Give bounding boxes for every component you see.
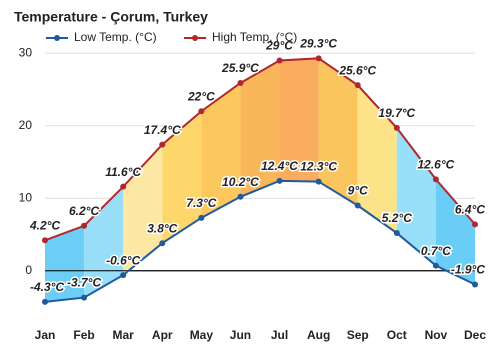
temperature-band <box>357 85 397 234</box>
legend-marker <box>192 35 198 41</box>
data-label: 12.3°C <box>300 160 337 174</box>
data-label: 7.3°C <box>186 196 216 210</box>
y-tick-label: 0 <box>25 263 32 277</box>
series-line <box>44 179 476 303</box>
temperature-band <box>45 225 85 302</box>
data-label: 29°C <box>265 39 293 53</box>
temperature-band <box>318 58 358 206</box>
temperature-band <box>240 60 280 197</box>
data-label: 6.4°C <box>455 203 485 217</box>
data-point <box>276 177 283 184</box>
data-point <box>315 178 322 185</box>
data-point <box>393 230 400 237</box>
data-label: -0.6°C <box>106 253 140 267</box>
x-tick-label: Apr <box>152 328 173 342</box>
data-label: 4.2°C <box>29 218 60 232</box>
data-point <box>432 262 439 269</box>
data-point <box>472 221 478 228</box>
data-label: -3.7°C <box>67 276 101 290</box>
x-tick-label: Dec <box>464 328 486 342</box>
x-tick-label: Jul <box>271 328 288 342</box>
temperature-band <box>435 179 475 285</box>
data-label: 3.8°C <box>147 221 177 235</box>
data-label: 17.4°C <box>144 123 181 137</box>
y-tick-label: 30 <box>19 45 33 59</box>
data-point <box>393 124 400 131</box>
data-point <box>315 55 322 62</box>
data-point <box>198 214 205 221</box>
data-label: 11.6°C <box>105 165 141 179</box>
data-point <box>354 82 361 89</box>
legend-label: Low Temp. (°C) <box>74 30 157 44</box>
data-label: 6.2°C <box>69 204 99 218</box>
x-tick-label: Mar <box>113 328 135 342</box>
data-label: -4.3°C <box>30 280 64 294</box>
data-label: 25.6°C <box>338 63 376 77</box>
data-point <box>198 108 205 115</box>
y-tick-label: 10 <box>19 190 33 204</box>
data-point <box>354 202 361 209</box>
data-point <box>237 79 244 86</box>
data-label: 22°C <box>187 89 215 103</box>
data-point <box>159 141 166 148</box>
x-tick-label: Nov <box>425 328 448 342</box>
data-point <box>81 222 88 229</box>
data-point <box>432 176 439 183</box>
data-point <box>42 298 48 305</box>
y-tick-label: 20 <box>19 118 33 132</box>
data-label: 5.2°C <box>382 211 412 225</box>
x-tick-label: Aug <box>307 328 330 342</box>
data-point <box>472 281 478 288</box>
data-point <box>120 272 127 279</box>
temperature-band <box>201 82 241 218</box>
data-point <box>81 294 88 301</box>
data-label: 29.3°C <box>299 36 337 50</box>
temperature-band <box>279 58 319 182</box>
x-tick-label: Jun <box>230 328 251 342</box>
x-tick-label: Oct <box>387 328 407 342</box>
data-point <box>120 183 127 190</box>
data-point <box>276 57 283 64</box>
series-line <box>44 57 476 242</box>
temperature-band <box>162 111 202 244</box>
data-label: -1.9°C <box>451 263 485 277</box>
legend-label: High Temp. (°C) <box>212 30 297 44</box>
legend-marker <box>54 35 60 41</box>
data-label: 12.6°C <box>417 158 454 172</box>
temperature-band <box>396 127 436 266</box>
data-point <box>237 193 244 200</box>
x-tick-label: Feb <box>73 328 94 342</box>
temperature-band <box>84 186 124 298</box>
data-label: 9°C <box>348 184 368 198</box>
data-label: 19.7°C <box>378 106 415 120</box>
x-tick-label: May <box>190 328 214 342</box>
data-label: 0.7°C <box>421 244 451 258</box>
x-tick-label: Jan <box>35 328 56 342</box>
data-point <box>42 237 48 244</box>
chart-title: Temperature - Çorum, Turkey <box>14 9 208 25</box>
data-label: 10.2°C <box>222 175 259 189</box>
data-label: 25.9°C <box>221 61 259 75</box>
data-point <box>159 240 166 247</box>
x-tick-label: Sep <box>347 328 369 342</box>
data-label: 12.4°C <box>261 159 298 173</box>
